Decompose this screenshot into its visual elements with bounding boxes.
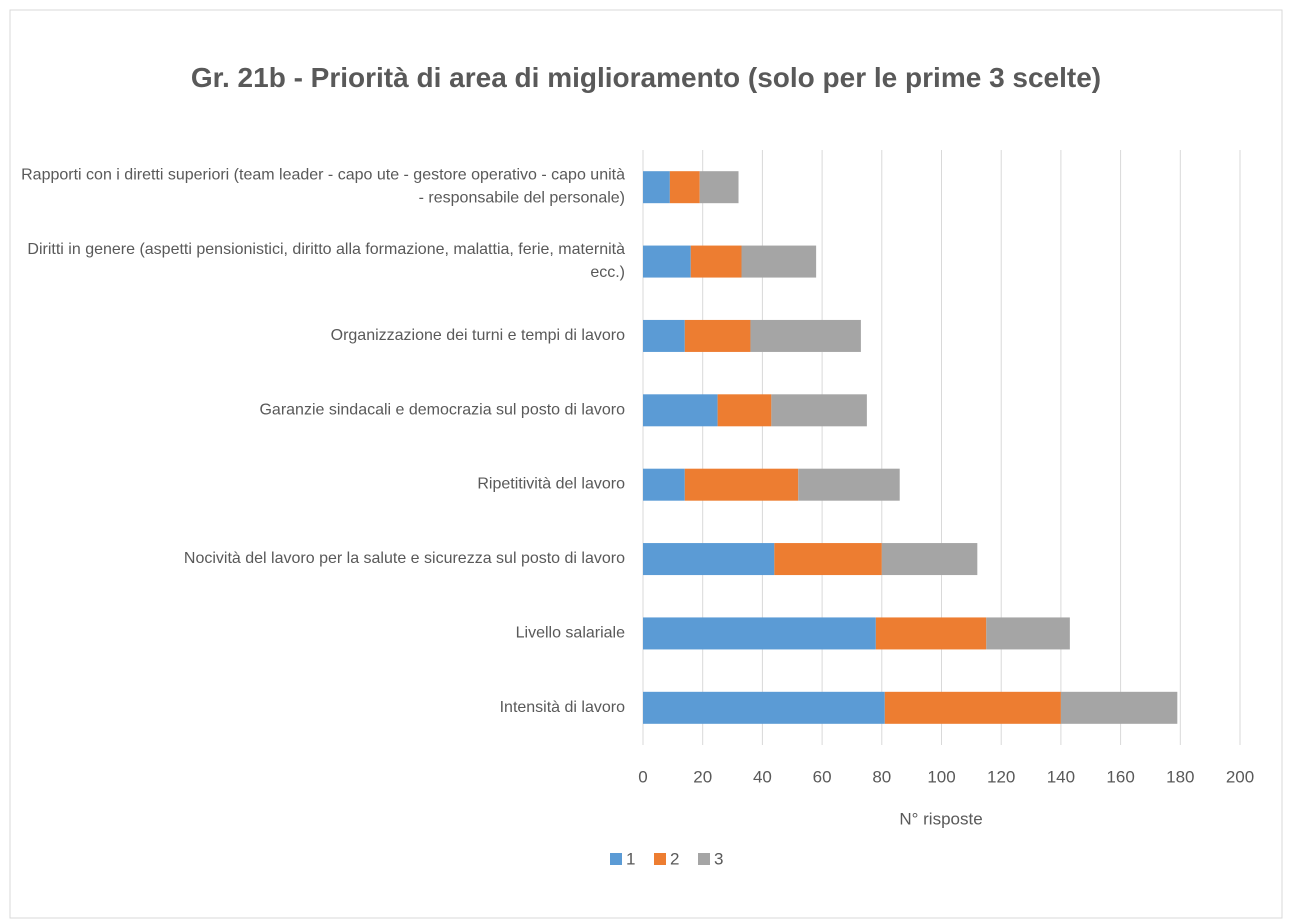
bar-segment <box>643 394 718 427</box>
x-tick-label: 40 <box>753 767 772 786</box>
bar-segment <box>643 691 885 724</box>
bar-segment <box>684 468 799 501</box>
legend-label: 1 <box>626 849 635 868</box>
bar-segment <box>881 543 978 576</box>
x-tick-label: 100 <box>927 767 955 786</box>
y-tick-label: Diritti in genere (aspetti pensionistici… <box>27 241 625 281</box>
x-tick-label: 60 <box>813 767 832 786</box>
bar-segment <box>875 617 987 650</box>
chart-title: Gr. 21b - Priorità di area di migliorame… <box>191 62 1101 93</box>
bar-segment <box>750 319 861 352</box>
x-tick-label: 80 <box>872 767 891 786</box>
x-axis-title: N° risposte <box>899 809 982 828</box>
legend-swatch <box>654 853 666 865</box>
bar-segment <box>741 245 817 278</box>
legend-label: 2 <box>670 849 679 868</box>
x-tick-label: 120 <box>987 767 1015 786</box>
bar-segment <box>1060 691 1178 724</box>
x-tick-label: 0 <box>638 767 647 786</box>
bar-segment <box>717 394 772 427</box>
y-tick-label: Rapporti con i diretti superiori (team l… <box>21 167 625 207</box>
y-tick-label: Livello salariale <box>516 625 625 642</box>
chart-border <box>9 9 1283 919</box>
bar-segment <box>643 543 775 576</box>
y-tick-label: Intensità di lavoro <box>500 699 626 716</box>
y-tick-label: Ripetitività del lavoro <box>477 476 625 493</box>
bar-segment <box>699 171 739 204</box>
y-tick-label: Organizzazione dei turni e tempi di lavo… <box>331 327 625 344</box>
y-tick-label: Garanzie sindacali e democrazia sul post… <box>259 402 625 419</box>
bar-segment <box>771 394 867 427</box>
x-tick-label: 180 <box>1166 767 1194 786</box>
bar-segment <box>643 245 691 278</box>
bar-segment <box>669 171 700 204</box>
legend-label: 3 <box>714 849 723 868</box>
bar-segment <box>986 617 1070 650</box>
x-tick-label: 200 <box>1226 767 1254 786</box>
x-tick-label: 20 <box>693 767 712 786</box>
bar-segment <box>643 617 876 650</box>
bar-segment <box>643 171 670 204</box>
bar-segment <box>774 543 882 576</box>
bar-segment <box>643 468 685 501</box>
x-tick-label: 160 <box>1106 767 1134 786</box>
bar-segment <box>798 468 900 501</box>
bar-segment <box>690 245 742 278</box>
bar-segment <box>884 691 1061 724</box>
x-tick-label: 140 <box>1047 767 1075 786</box>
legend-swatch <box>610 853 622 865</box>
bar-segment <box>643 319 685 352</box>
legend-swatch <box>698 853 710 865</box>
y-tick-label: Nocività del lavoro per la salute e sicu… <box>184 550 625 567</box>
bar-segment <box>684 319 751 352</box>
